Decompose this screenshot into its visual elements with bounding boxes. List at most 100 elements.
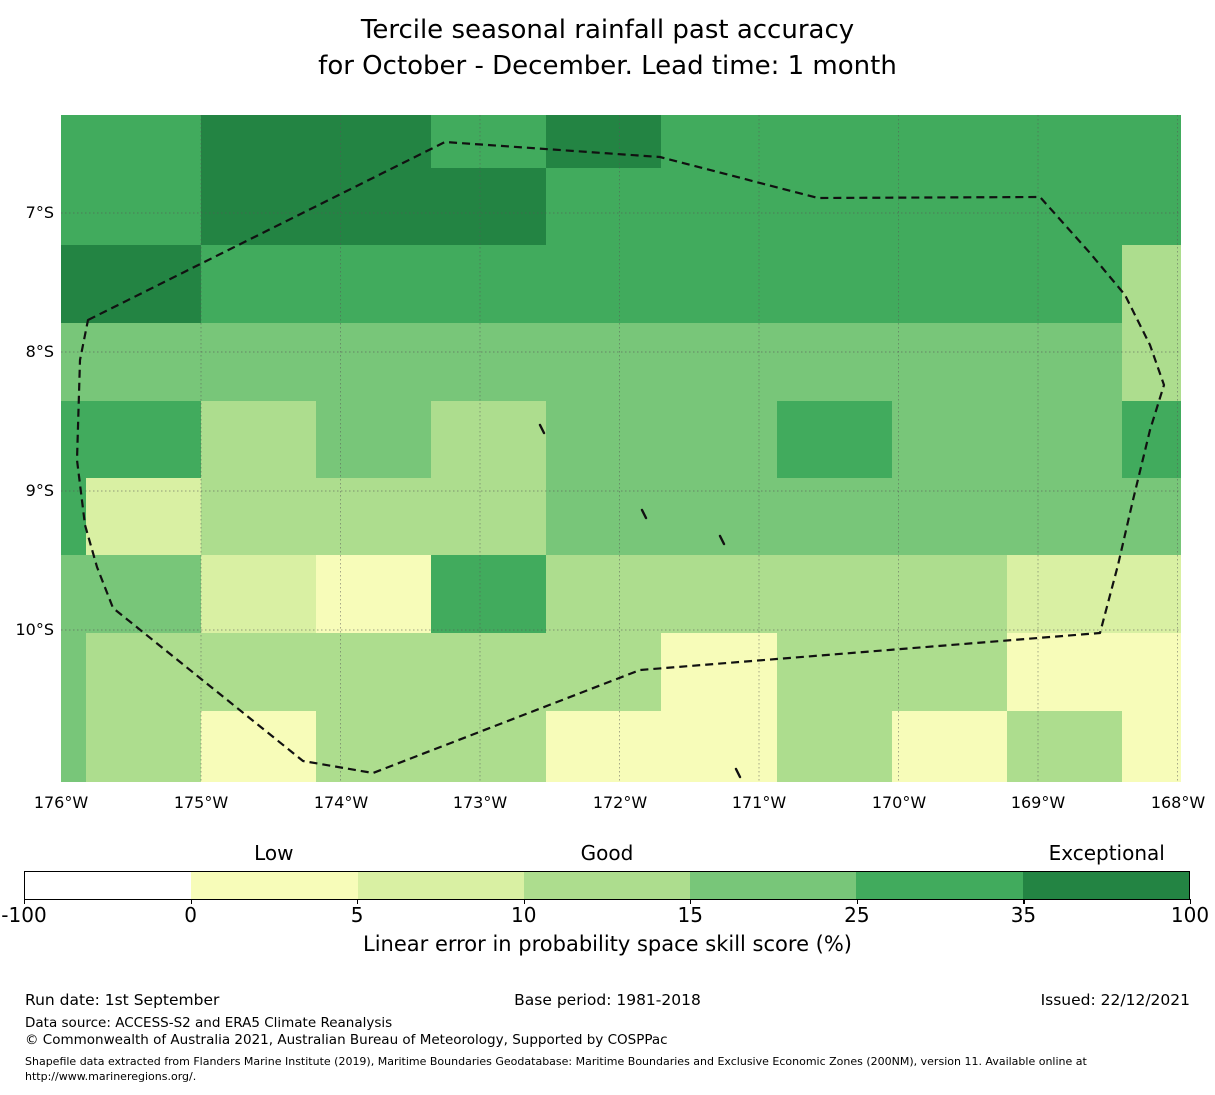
- map-cell: [61, 401, 86, 478]
- map-cell: [892, 245, 1007, 323]
- map-cell: [316, 115, 431, 168]
- colorbar-segment: [856, 872, 1023, 899]
- map-cell: [661, 401, 777, 478]
- colorbar-tick: [856, 899, 859, 904]
- x-tick-label: 172°W: [592, 793, 648, 812]
- map-cell: [86, 168, 201, 245]
- map-cell: [1007, 245, 1122, 323]
- colorbar-tick-label: 0: [184, 903, 197, 927]
- map-cell: [86, 323, 201, 401]
- map-cell: [1007, 115, 1122, 168]
- colorbar-tick: [190, 899, 192, 904]
- map-cell: [1122, 115, 1181, 168]
- map-cell: [316, 323, 431, 401]
- map-cell: [546, 245, 661, 323]
- map-cell: [892, 555, 1007, 633]
- footer-run-date: Run date: 1st September: [25, 991, 220, 1009]
- footer-copyright: © Commonwealth of Australia 2021, Austra…: [25, 1032, 668, 1048]
- footer-data-source: Data source: ACCESS-S2 and ERA5 Climate …: [25, 1015, 393, 1031]
- map-cell: [546, 115, 661, 168]
- map-cell: [431, 323, 546, 401]
- colorbar-category-label: Good: [580, 841, 634, 865]
- colorbar-tick-label: 25: [844, 903, 870, 927]
- colorbar-tick: [690, 899, 692, 904]
- map-cell: [661, 478, 777, 555]
- colorbar-segment: [357, 872, 524, 899]
- map-canvas: [61, 115, 1181, 782]
- y-tick-label: 8°S: [25, 342, 54, 361]
- colorbar-caption: Linear error in probability space skill …: [363, 932, 852, 956]
- map-cell: [777, 115, 892, 168]
- map-cell: [1122, 401, 1181, 478]
- map-cell: [431, 633, 546, 711]
- y-tick-label: 7°S: [25, 203, 54, 222]
- map-cell: [431, 115, 546, 168]
- map-cell: [201, 115, 316, 168]
- footer-issued-date: Issued: 22/12/2021: [1040, 991, 1190, 1009]
- map-cell: [1007, 711, 1122, 782]
- colorbar-segment: [1022, 872, 1189, 899]
- map-cell: [431, 555, 546, 633]
- island-mark: [734, 767, 742, 779]
- map-cell: [661, 555, 777, 633]
- x-tick-label: 168°W: [1150, 793, 1206, 812]
- map-cell: [86, 555, 201, 633]
- x-tick-label: 170°W: [871, 793, 927, 812]
- colorbar-tick-label: -100: [1, 903, 47, 927]
- map-cell: [1007, 323, 1122, 401]
- x-tick-label: 171°W: [731, 793, 787, 812]
- colorbar-tick: [1190, 899, 1192, 904]
- map-cell: [316, 168, 431, 245]
- map-cell: [201, 323, 316, 401]
- map-cell: [892, 633, 1007, 711]
- footer-shapefile-line2: http://www.marineregions.org/.: [25, 1070, 197, 1083]
- map-cell: [892, 478, 1007, 555]
- map-cell: [1122, 478, 1181, 555]
- map-cell: [86, 245, 201, 323]
- map-cell: [316, 633, 431, 711]
- figure-title-line2: for October - December. Lead time: 1 mon…: [318, 51, 897, 81]
- map-cell: [86, 401, 201, 478]
- map-cell: [1122, 711, 1181, 782]
- map-cell: [201, 168, 316, 245]
- map-cell: [86, 711, 201, 782]
- x-tick-label: 173°W: [452, 793, 508, 812]
- island-mark: [538, 423, 546, 435]
- map-cell: [661, 168, 777, 245]
- colorbar-tick-label: 35: [1010, 903, 1037, 927]
- x-tick-label: 169°W: [1010, 793, 1066, 812]
- map-cell: [892, 115, 1007, 168]
- island-mark: [640, 508, 648, 520]
- island-mark: [718, 534, 726, 546]
- y-tick-label: 10°S: [15, 620, 54, 639]
- colorbar-category-label: Exceptional: [1048, 841, 1165, 865]
- colorbar: [24, 871, 1190, 900]
- footer-shapefile-attribution: Shapefile data extracted from Flanders M…: [25, 1054, 1195, 1084]
- map-cell: [431, 168, 546, 245]
- map-cell: [777, 323, 892, 401]
- x-tick-label: 174°W: [313, 793, 369, 812]
- map-cell: [86, 115, 201, 168]
- rainfall-accuracy-map: [61, 115, 1181, 782]
- map-cell: [316, 401, 431, 478]
- map-cell: [1007, 168, 1122, 245]
- map-cell: [1122, 245, 1181, 323]
- map-cell: [316, 711, 431, 782]
- colorbar-tick: [523, 899, 525, 904]
- map-cell: [201, 245, 316, 323]
- map-cell: [201, 401, 316, 478]
- colorbar-category-label: Low: [254, 841, 294, 865]
- colorbar-segment: [690, 872, 857, 899]
- figure-title: Tercile seasonal rainfall past accuracy …: [0, 12, 1215, 84]
- map-cell: [546, 633, 661, 711]
- map-cell: [892, 323, 1007, 401]
- map-cell: [546, 401, 661, 478]
- map-cell: [1122, 323, 1181, 401]
- x-tick-label: 176°W: [33, 793, 89, 812]
- map-cell: [1122, 633, 1181, 711]
- map-cell: [777, 168, 892, 245]
- colorbar-tick-label: 5: [350, 903, 364, 927]
- map-cell: [431, 401, 546, 478]
- map-cell: [546, 323, 661, 401]
